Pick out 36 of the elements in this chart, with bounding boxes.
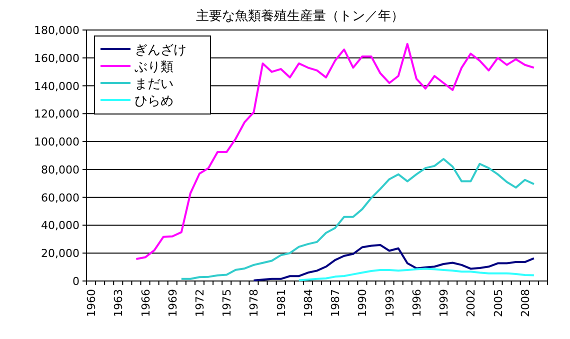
x-tick-label: 2005: [492, 289, 505, 317]
x-tick-label: 1990: [356, 289, 370, 317]
x-tick-label: 1969: [166, 289, 180, 317]
legend-label: ひらめ: [134, 94, 174, 109]
legend-label: ぎんざけ: [134, 43, 186, 58]
legend-label: まだい: [134, 77, 174, 92]
y-tick-label: 140,000: [34, 80, 80, 93]
y-tick-label: 180,000: [34, 24, 80, 37]
y-tick-label: 0: [72, 275, 80, 288]
chart-title: 主要な魚類養殖生産量（トン／年）: [196, 8, 404, 24]
line-series: [135, 42, 535, 260]
x-tick-label: 1975: [220, 289, 234, 317]
y-tick-label: 80,000: [41, 163, 80, 176]
x-tick-label: 1987: [329, 289, 342, 317]
x-tick-label: 1972: [193, 289, 206, 317]
x-tick-label: 1981: [274, 289, 288, 317]
x-tick-label: 1996: [410, 289, 424, 317]
y-tick-label: 60,000: [41, 191, 80, 204]
x-tick-label: 1960: [85, 289, 98, 317]
y-tick-label: 20,000: [41, 247, 80, 260]
line-series: [180, 158, 535, 280]
y-tick-label: 40,000: [41, 219, 80, 232]
x-tick-label: 1966: [139, 289, 152, 317]
x-tick-label: 2008: [518, 289, 532, 317]
x-tick-label: 1999: [438, 289, 451, 317]
x-tick-label: 2002: [464, 289, 478, 317]
y-tick-label: 100,000: [34, 136, 80, 149]
line-series: [252, 244, 535, 282]
y-tick-label: 120,000: [34, 108, 80, 121]
y-tick-label: 160,000: [34, 52, 80, 65]
x-tick-label: 1963: [112, 289, 126, 317]
x-tick-label: 1978: [248, 289, 261, 317]
x-tick-label: 1984: [302, 289, 315, 317]
legend-label: ぶり類: [134, 60, 174, 75]
x-tick-label: 1993: [383, 289, 396, 317]
line-series: [298, 268, 535, 282]
